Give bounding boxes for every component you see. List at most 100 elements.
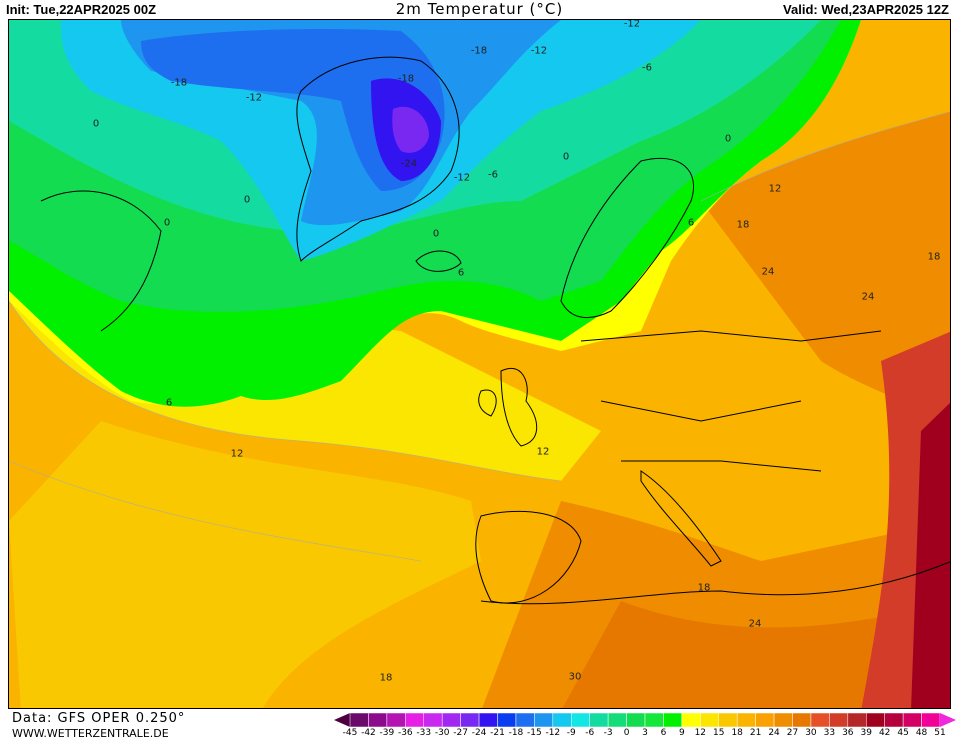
contour-label: 24 xyxy=(761,266,775,278)
legend-tick-label: 33 xyxy=(823,728,836,738)
legend-color-box xyxy=(571,712,590,728)
ireland-coast xyxy=(478,389,497,417)
contour-label: -12 xyxy=(623,19,641,30)
legend-tick-label: -12 xyxy=(545,728,561,738)
zone-minus27-minus24 xyxy=(392,106,429,153)
legend-color-box xyxy=(700,712,719,728)
legend-tick-label: -27 xyxy=(453,728,468,738)
legend-tick-label: 30 xyxy=(805,728,817,738)
legend-color-box xyxy=(736,712,756,728)
italy-coast xyxy=(640,470,722,567)
website-credit: WWW.WETTERZENTRALE.DE xyxy=(12,727,169,740)
legend-tick-label: -33 xyxy=(416,728,432,738)
contour-label: -18 xyxy=(470,45,488,57)
init-time: Init: Tue,22APR2025 00Z xyxy=(6,2,157,17)
legend-color-box xyxy=(515,712,535,728)
legend-tick-label: 9 xyxy=(679,728,685,738)
contour-label: 24 xyxy=(748,618,762,630)
north-africa-coast xyxy=(480,561,950,605)
contour-label: -12 xyxy=(245,92,263,104)
legend-tick-label: 0 xyxy=(623,728,630,738)
legend-tick-label: -39 xyxy=(379,728,395,738)
legend-color-box xyxy=(792,712,812,728)
legend-color-box xyxy=(441,712,461,728)
legend-color-box xyxy=(921,712,941,728)
contour-label: 6 xyxy=(687,217,695,229)
color-scale-legend xyxy=(334,712,956,728)
contour-label: 18 xyxy=(379,672,393,684)
legend-below-triangle xyxy=(334,713,350,727)
legend-color-box xyxy=(478,712,498,728)
zone-39-42 xyxy=(911,402,950,708)
legend-color-box xyxy=(884,712,904,728)
contour-label: -6 xyxy=(642,62,652,74)
zone-15-18 xyxy=(9,421,481,708)
legend-color-box xyxy=(810,712,830,728)
contour-label: 6 xyxy=(165,397,173,409)
legend-tick-label: 12 xyxy=(694,728,707,738)
legend-color-box xyxy=(405,712,424,728)
legend-tick-label: -3 xyxy=(603,728,613,738)
greenland-coast xyxy=(296,56,460,262)
zone-minus18-minus15 xyxy=(141,29,445,191)
legend-color-box xyxy=(460,712,480,728)
contour-label: -6 xyxy=(488,169,498,181)
legend-tick-label: 51 xyxy=(934,728,946,738)
legend-color-box xyxy=(497,712,517,728)
contour-label: 12 xyxy=(230,448,244,460)
contour-label: 18 xyxy=(736,219,750,231)
britain-coast xyxy=(500,367,538,447)
legend-color-box xyxy=(626,712,646,728)
data-source: Data: GFS OPER 0.250° xyxy=(12,711,186,726)
legend-color-box xyxy=(866,712,885,728)
legend-color-box xyxy=(552,712,572,728)
legend-color-box xyxy=(663,712,683,728)
legend-tick-label: 24 xyxy=(768,728,780,738)
legend-color-box xyxy=(589,712,609,728)
contour-label: 0 xyxy=(724,133,732,145)
legend-color-box xyxy=(644,712,664,728)
legend-tick-label: 42 xyxy=(878,728,891,738)
legend-color-box xyxy=(755,712,775,728)
legend-tick-label: 36 xyxy=(842,728,854,738)
contour-label: -18 xyxy=(397,73,415,85)
map-title: 2m Temperatur (°C) xyxy=(395,0,564,18)
legend-above-triangle xyxy=(940,713,956,727)
legend-tick-label: -30 xyxy=(434,728,450,738)
contour-label: -18 xyxy=(170,77,188,89)
legend-ticks: -45 -42 -39 -36 -33 -30 -27 -24 -21 -18 -15 -12 -9 -6… xyxy=(334,728,956,740)
contour-label: 18 xyxy=(697,582,711,594)
contour-label: -12 xyxy=(530,45,548,57)
temperature-field xyxy=(9,20,950,708)
legend-color-box xyxy=(534,712,554,728)
legend-color-box xyxy=(773,712,793,728)
iberia-coast xyxy=(475,510,582,604)
contour-label: 24 xyxy=(861,291,875,303)
legend-tick-label: -21 xyxy=(490,728,505,738)
scandinavia-coast xyxy=(560,157,695,319)
temperature-map: -18 -12 -18 -12 -12 -6 -18 -24 -12 -6 0 … xyxy=(8,19,951,709)
zone-27-30 xyxy=(562,601,950,708)
legend-color-box xyxy=(902,712,922,728)
contour-label: 0 xyxy=(432,228,440,240)
coastlines xyxy=(40,56,950,605)
legend-tick-label: -18 xyxy=(508,728,524,738)
legend-tick-label: -45 xyxy=(342,728,358,738)
legend-tick-label: 39 xyxy=(860,728,872,738)
legend-color-box xyxy=(829,712,849,728)
legend-tick-label: -15 xyxy=(527,728,542,738)
legend-tick-label: 45 xyxy=(897,728,909,738)
legend-tick-label: 48 xyxy=(915,728,928,738)
contour-label: -24 xyxy=(400,158,418,170)
contour-label: 0 xyxy=(163,217,171,229)
legend-color-box xyxy=(386,712,406,728)
legend-tick-label: -42 xyxy=(361,728,376,738)
contour-label: 6 xyxy=(457,267,465,279)
legend-color-box xyxy=(368,712,388,728)
contour-label: 0 xyxy=(562,151,570,163)
legend-color-box xyxy=(847,712,867,728)
contour-label: 12 xyxy=(536,446,550,458)
contour-label: 0 xyxy=(92,118,100,130)
contour-label: 0 xyxy=(243,194,251,206)
legend-tick-label: -9 xyxy=(566,728,576,738)
